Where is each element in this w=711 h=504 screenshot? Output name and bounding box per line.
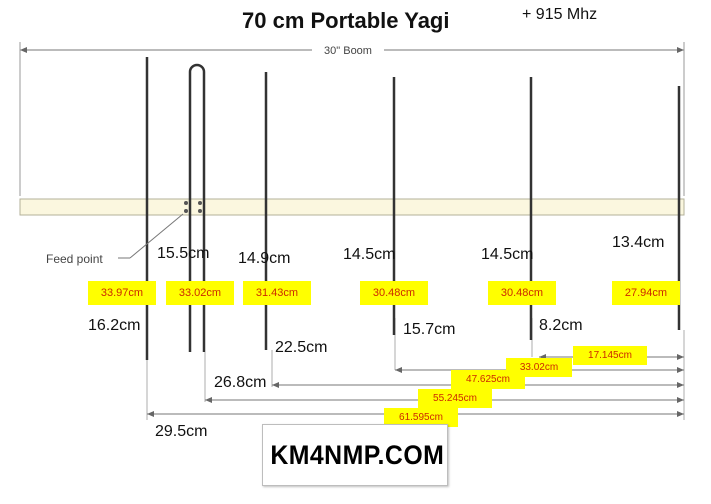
- reflector-full-length-badge: 33.97cm: [88, 281, 156, 305]
- boom: [19, 198, 685, 216]
- director-1-full-length-badge: 31.43cm: [243, 281, 311, 305]
- dimension-d4-badge: 55.245cm: [418, 389, 492, 408]
- driven-length-label: 15.5cm: [157, 245, 210, 262]
- dimension-d1-badge: 17.145cm: [573, 346, 647, 365]
- dimension-d3-badge: 47.625cm: [451, 370, 525, 389]
- site-logo: KM4NMP.COM: [262, 424, 448, 486]
- reflector-length-label: 16.2cm: [88, 317, 141, 334]
- director-1-position-label: 22.5cm: [275, 339, 328, 356]
- feed-point-label: Feed point: [46, 252, 103, 266]
- feed-point-bolts: [184, 201, 202, 213]
- dimension-d5-badge: 61.595cm: [384, 408, 458, 427]
- director-1-length-label: 14.9cm: [238, 250, 291, 267]
- director-4-full-length-badge: 27.94cm: [612, 281, 680, 305]
- director-2-full-length-badge: 30.48cm: [360, 281, 428, 305]
- director-2-position-label: 15.7cm: [403, 321, 456, 338]
- driven-position-label: 26.8cm: [214, 374, 267, 391]
- director-3-length-label: 14.5cm: [481, 246, 534, 263]
- diagram-title: 70 cm Portable Yagi: [242, 8, 450, 33]
- frequency-note: + 915 Mhz: [522, 6, 598, 23]
- reflector-position-label: 29.5cm: [155, 423, 208, 440]
- director-3-full-length-badge: 30.48cm: [488, 281, 556, 305]
- driven-element: [188, 63, 206, 352]
- site-logo-text: KM4NMP.COM: [270, 440, 445, 470]
- director-4-length-label: 13.4cm: [612, 234, 665, 251]
- director-3-position-label: 8.2cm: [539, 317, 583, 334]
- director-2-length-label: 14.5cm: [343, 246, 396, 263]
- boom-length-label: 30" Boom: [324, 45, 372, 57]
- driven-full-length-badge: 33.02cm: [166, 281, 234, 305]
